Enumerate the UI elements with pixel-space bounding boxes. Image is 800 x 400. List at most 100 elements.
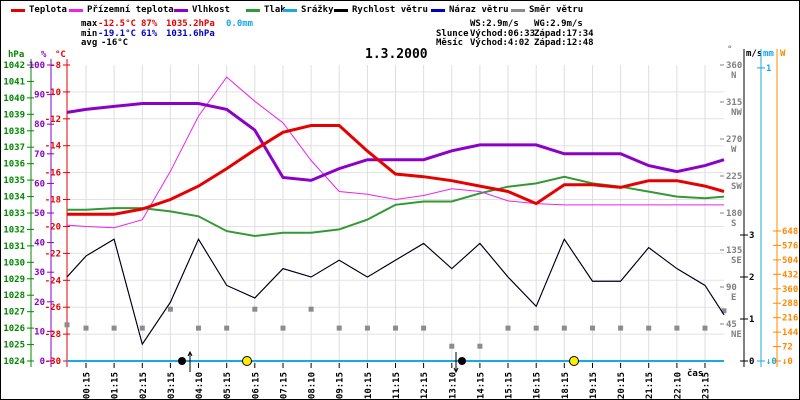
- x-tick-label: 12:15: [420, 372, 430, 399]
- x-tick-label: 20:15: [617, 372, 627, 399]
- legend-item-naraz: Náraz větru: [431, 4, 509, 16]
- legend-item-tlak: Tlak: [246, 4, 286, 16]
- series-smer-point: [721, 308, 727, 314]
- x-tick-label: 11:15: [392, 372, 402, 399]
- deg-tick-label: 135: [726, 246, 742, 256]
- temp-tick-label: -16: [45, 169, 61, 179]
- naraz-color-swatch: [431, 8, 445, 12]
- stat-wind-gust: WG:2.9m/s: [534, 19, 583, 29]
- mps-tick-label: 2: [749, 273, 754, 283]
- x-tick-label: 13:10: [448, 372, 458, 399]
- series-smer-point: [421, 325, 427, 331]
- watt-tick-label: ↓0: [782, 357, 793, 367]
- compass-label: N: [731, 71, 736, 81]
- compass-label: SW: [731, 182, 742, 192]
- x-tick-label: 08:10: [308, 372, 318, 399]
- x-tick-label: 04:10: [195, 372, 205, 399]
- series-smer-point: [449, 343, 455, 349]
- deg-tick-label: 315: [726, 98, 742, 108]
- pct-tick-label: 10: [34, 327, 45, 337]
- smer-color-swatch: [511, 8, 525, 12]
- series-smer-point: [702, 325, 708, 331]
- series-smer-point: [139, 325, 145, 331]
- temp-tick-label: -28: [45, 330, 61, 340]
- deg-tick-label: 270: [726, 135, 742, 145]
- x-tick-label: 02:15: [139, 372, 149, 399]
- series-rychlost: [66, 238, 725, 346]
- temp-tick-label: -24: [45, 276, 62, 286]
- series-smer-point: [590, 325, 595, 331]
- stat-moon-rise: Východ:4:02: [470, 38, 530, 48]
- watt-tick-label: 360: [782, 285, 798, 295]
- legend-item-teplota: Teplota: [11, 4, 67, 16]
- hpa-tick-label: 1027: [3, 308, 25, 318]
- srazky-color-swatch: [283, 8, 297, 12]
- legend-item-rychlost: Rychlost větru: [334, 4, 428, 16]
- hpa-tick-label: 1031: [3, 242, 25, 252]
- series-vlhkost: [66, 102, 725, 182]
- deg-tick-label: 360: [726, 61, 742, 71]
- compass-label: E: [731, 293, 736, 303]
- hpa-tick-label: 1028: [3, 291, 25, 301]
- x-axis-title: čas: [687, 368, 703, 379]
- hpa-tick-label: 1039: [3, 110, 25, 120]
- stat-min-label: min: [81, 29, 98, 39]
- series-smer-point: [308, 306, 314, 312]
- hpa-tick-label: 1030: [3, 258, 25, 268]
- watt-tick-label: 72: [782, 343, 793, 353]
- temp-tick-label: -30: [45, 357, 61, 367]
- hpa-tick-label: 1041: [3, 77, 25, 87]
- hpa-tick-label: 1026: [3, 324, 25, 334]
- watt-tick-label: 576: [782, 241, 798, 251]
- x-tick-label: 09:15: [336, 372, 346, 399]
- stat-min-pressure: 1031.6hPa: [166, 29, 215, 39]
- deg-tick-label: 225: [726, 172, 742, 182]
- hpa-tick-label: 1040: [3, 94, 25, 104]
- series-smer-point: [561, 325, 567, 331]
- watt-tick-label: 144: [782, 328, 799, 338]
- teplota-color-swatch: [11, 8, 25, 12]
- x-tick-label: 18:15: [561, 372, 571, 399]
- pct-tick-label: 30: [34, 268, 45, 278]
- legend-label: Tlak: [264, 5, 286, 15]
- pct-tick-label: 60: [34, 179, 45, 189]
- temp-tick-label: -26: [45, 303, 61, 313]
- stat-min-temp: -19.1°C: [98, 29, 136, 39]
- temp-tick-label: -18: [45, 196, 61, 206]
- series-smer-point: [167, 306, 173, 312]
- series-smer-point: [83, 325, 89, 331]
- pct-tick-label: 70: [34, 150, 45, 160]
- compass-label: S: [731, 219, 736, 229]
- series-smer-point: [646, 325, 652, 331]
- stat-max-pressure: 1035.2hPa: [166, 19, 215, 29]
- temp-tick-label: -12: [45, 115, 61, 125]
- series-smer-point: [64, 322, 70, 328]
- stat-max-label: max: [81, 19, 98, 29]
- series-smer-point: [364, 325, 370, 331]
- series-smer-point: [111, 325, 117, 331]
- x-tick-label: 03:15: [167, 372, 177, 399]
- x-tick-label: 01:15: [111, 372, 121, 399]
- watt-tick-label: 432: [782, 270, 798, 280]
- compass-label: NW: [731, 108, 742, 118]
- prizemni-color-swatch: [69, 8, 83, 12]
- temp-tick-label: -20: [45, 223, 61, 233]
- compass-label: SE: [731, 256, 742, 266]
- legend-label: Srážky: [301, 5, 334, 15]
- compass-label: W: [731, 145, 737, 155]
- temp-tick-label: -14: [45, 142, 62, 152]
- temp-tick-label: -22: [45, 249, 61, 259]
- arrow-head: [187, 350, 193, 357]
- pct-tick-label: 0: [40, 357, 45, 367]
- hpa-tick-label: 1034: [3, 193, 25, 203]
- x-tick-label: 07:15: [280, 372, 290, 399]
- rychlost-color-swatch: [334, 8, 348, 12]
- stat-sun-rise: Východ:06:33: [470, 29, 536, 39]
- pct-axis-unit: %: [41, 50, 47, 60]
- stat-moon-set: Západ:12:48: [534, 38, 594, 48]
- x-tick-label: 19:15: [589, 372, 599, 399]
- legend-label: Přízemní teplota: [87, 5, 174, 15]
- hpa-axis-unit: hPa: [8, 50, 24, 60]
- tlak-color-swatch: [246, 8, 260, 12]
